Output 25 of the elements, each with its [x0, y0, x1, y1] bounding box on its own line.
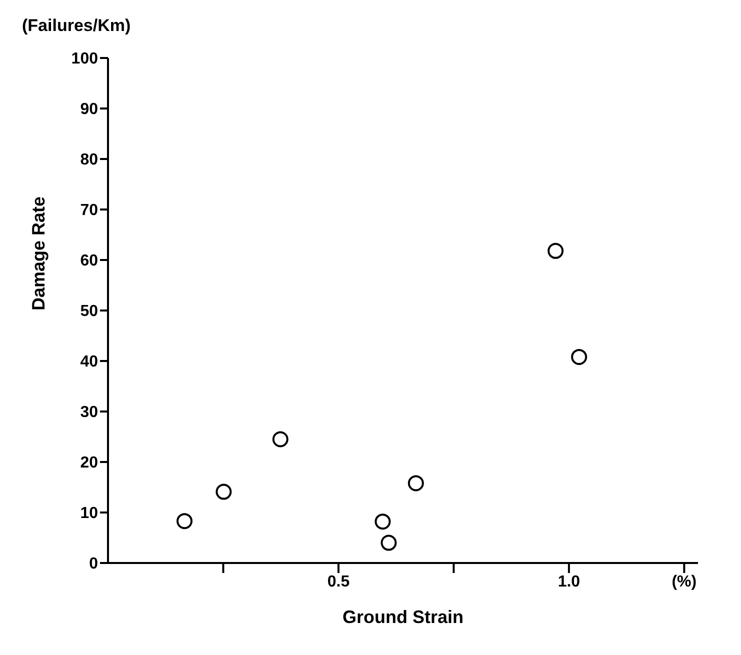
y-tick-label: 80: [80, 152, 98, 169]
x-tick-label: (%): [672, 573, 697, 590]
point: [216, 484, 232, 500]
y-tick-label: 50: [80, 303, 98, 320]
y-tick-label: 10: [80, 505, 98, 522]
y-tick-label: 20: [80, 454, 98, 472]
point: [272, 431, 288, 448]
text: (Failures/Km): [22, 16, 131, 36]
point: [548, 242, 564, 259]
y-tick-label: 30: [80, 404, 98, 422]
x-tick-label: 1.0: [558, 573, 580, 590]
y-tick-label: 60: [80, 252, 98, 270]
x-tick-label: 0.5: [327, 573, 350, 590]
y-axis-title: Damage Rate: [28, 196, 48, 310]
point: [571, 348, 588, 365]
point: [380, 534, 397, 551]
y-tick-label: 100: [71, 50, 98, 68]
point: [408, 475, 424, 492]
x-axis-title: Ground Strain: [342, 607, 464, 627]
y-tick-label: 70: [80, 202, 98, 220]
point: [374, 514, 391, 530]
y-tick-label: 90: [80, 101, 98, 118]
point: [176, 513, 193, 530]
y-tick-label: 40: [80, 354, 98, 371]
y-tick-label: 0: [89, 556, 98, 573]
